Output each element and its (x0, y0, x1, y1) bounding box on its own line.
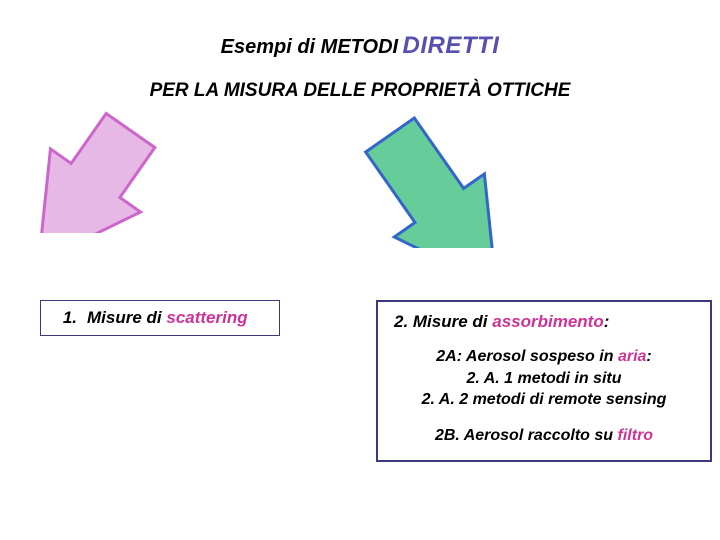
box1-number: 1. (41, 308, 87, 328)
box2-a-line1-suffix: : (646, 348, 651, 365)
box2-a-line2: 2. A. 1 metodi in situ (467, 370, 622, 387)
box-scattering: 1. Misure di scattering (40, 300, 280, 336)
arrow-down-right-icon (277, 22, 503, 248)
box2-title-suffix: : (604, 312, 610, 331)
box2-group-b: 2B. Aerosol raccolto su filtro (386, 425, 702, 447)
box1-label-keyword: scattering (166, 308, 247, 327)
box2-b-keyword: filtro (618, 427, 654, 444)
box2-title-prefix: 2. Misure di (394, 312, 492, 331)
box2-group-a: 2A: Aerosol sospeso in aria: 2. A. 1 met… (386, 346, 702, 411)
box1-label-prefix: Misure di (87, 308, 166, 327)
arrow-down-left-icon (28, 28, 233, 233)
box2-a-line3: 2. A. 2 metodi di remote sensing (422, 391, 667, 408)
slide: Esempi di METODI DIRETTI PER LA MISURA D… (0, 0, 720, 540)
box2-title-keyword: assorbimento (492, 312, 603, 331)
box1-label: Misure di scattering (87, 308, 248, 328)
arrow-left (28, 28, 233, 238)
box2-b-prefix: 2B. Aerosol raccolto su (435, 427, 618, 444)
arrow-right (277, 22, 503, 253)
box2-a-line1-keyword: aria (618, 348, 646, 365)
box2-a-line1-prefix: 2A: Aerosol sospeso in (436, 348, 618, 365)
box2-title: 2. Misure di assorbimento: (386, 312, 702, 332)
box-assorbimento: 2. Misure di assorbimento: 2A: Aerosol s… (376, 300, 712, 462)
